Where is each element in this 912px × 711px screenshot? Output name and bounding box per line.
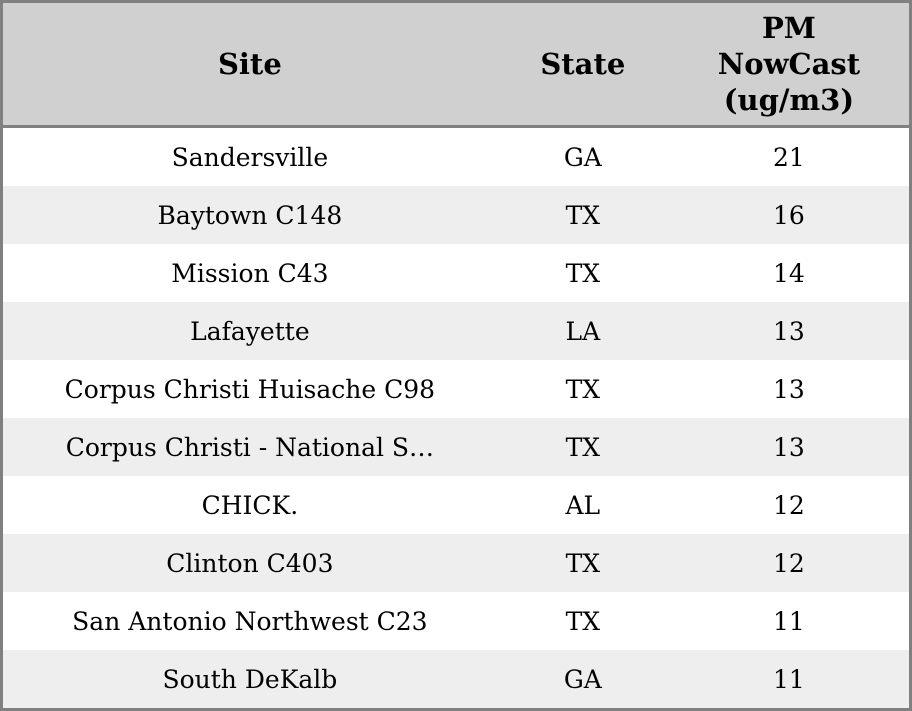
table-row[interactable]: Baytown C148 TX 16 bbox=[3, 186, 909, 244]
site-cell: South DeKalb bbox=[162, 664, 338, 694]
column-header-site[interactable]: Site bbox=[217, 47, 282, 81]
state-cell: AL bbox=[565, 490, 601, 520]
state-cell: TX bbox=[565, 548, 601, 578]
state-cell: TX bbox=[565, 432, 601, 462]
pm-value-cell: 14 bbox=[773, 258, 805, 288]
table-row[interactable]: Mission C43 TX 14 bbox=[3, 244, 909, 302]
pm-value-cell: 13 bbox=[773, 316, 805, 346]
table-header-row: Site State PM NowCast (ug/m3) bbox=[3, 3, 909, 128]
site-cell: San Antonio Northwest C23 bbox=[72, 606, 428, 636]
column-header-state[interactable]: State bbox=[540, 47, 626, 81]
table-row[interactable]: Clinton C403 TX 12 bbox=[3, 534, 909, 592]
site-cell: Sandersville bbox=[171, 142, 329, 172]
site-cell: Baytown C148 bbox=[157, 200, 343, 230]
site-cell: Corpus Christi Huisache C98 bbox=[64, 374, 436, 404]
state-cell: TX bbox=[565, 374, 601, 404]
pm-value-cell: 21 bbox=[773, 142, 805, 172]
state-cell: GA bbox=[563, 142, 602, 172]
table-row[interactable]: Corpus Christi - National S… TX 13 bbox=[3, 418, 909, 476]
pm-value-cell: 13 bbox=[773, 432, 805, 462]
site-cell: CHICK. bbox=[201, 490, 299, 520]
pm-value-cell: 12 bbox=[773, 490, 805, 520]
pm-value-cell: 16 bbox=[773, 200, 805, 230]
site-cell: Mission C43 bbox=[171, 258, 329, 288]
state-cell: TX bbox=[565, 606, 601, 636]
table-row[interactable]: South DeKalb GA 11 bbox=[3, 650, 909, 708]
pm-value-cell: 12 bbox=[773, 548, 805, 578]
state-cell: TX bbox=[565, 258, 601, 288]
table-row[interactable]: Lafayette LA 13 bbox=[3, 302, 909, 360]
column-header-pm-nowcast[interactable]: PM NowCast (ug/m3) bbox=[717, 11, 861, 117]
state-cell: TX bbox=[565, 200, 601, 230]
state-cell: GA bbox=[563, 664, 602, 694]
pm-value-cell: 11 bbox=[773, 606, 805, 636]
pm-value-cell: 13 bbox=[773, 374, 805, 404]
site-cell: Corpus Christi - National S… bbox=[65, 432, 435, 462]
state-cell: LA bbox=[565, 316, 601, 346]
table-row[interactable]: CHICK. AL 12 bbox=[3, 476, 909, 534]
site-cell: Lafayette bbox=[190, 316, 310, 346]
table-row[interactable]: Sandersville GA 21 bbox=[3, 128, 909, 186]
table-row[interactable]: San Antonio Northwest C23 TX 11 bbox=[3, 592, 909, 650]
pm-value-cell: 11 bbox=[773, 664, 805, 694]
site-cell: Clinton C403 bbox=[166, 548, 334, 578]
table-row[interactable]: Corpus Christi Huisache C98 TX 13 bbox=[3, 360, 909, 418]
